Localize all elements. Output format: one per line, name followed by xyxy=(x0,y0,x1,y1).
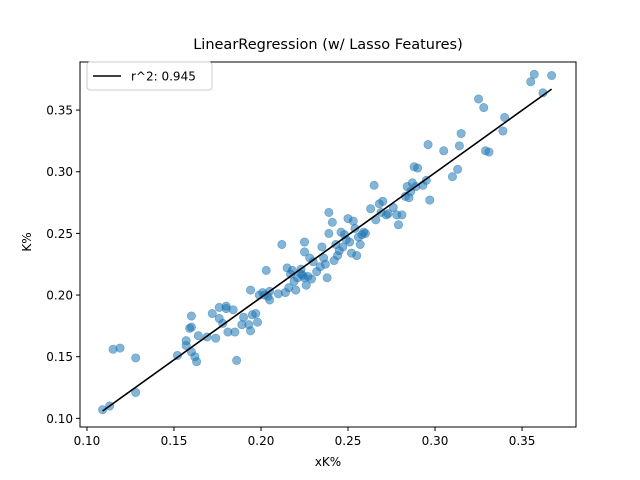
scatter-point xyxy=(207,309,217,319)
scatter-point xyxy=(251,309,261,319)
scatter-point xyxy=(324,228,334,238)
scatter-point xyxy=(277,240,287,250)
scatter-point xyxy=(324,207,334,217)
scatter-point xyxy=(425,195,435,205)
y-tick-label: 0.25 xyxy=(46,227,73,241)
scatter-point xyxy=(253,317,263,327)
scatter-point xyxy=(291,285,301,295)
y-tick-label: 0.10 xyxy=(46,412,73,426)
y-tick-label: 0.15 xyxy=(46,350,73,364)
chart-title: LinearRegression (w/ Lasso Features) xyxy=(193,37,463,53)
scatter-point xyxy=(352,251,362,261)
scatter-point xyxy=(526,77,536,87)
scatter-point xyxy=(447,172,457,182)
regression-line xyxy=(102,88,553,412)
scatter-point xyxy=(306,274,316,284)
scatter-point xyxy=(246,326,256,336)
x-tick-label: 0.30 xyxy=(422,434,449,448)
scatter-point xyxy=(265,295,275,305)
scatter-point xyxy=(261,265,271,275)
scatter-point xyxy=(484,147,494,157)
scatter-point xyxy=(454,141,464,151)
x-tick-label: 0.20 xyxy=(248,434,275,448)
scatter-point xyxy=(239,312,249,322)
axes-frame xyxy=(79,61,577,428)
scatter-point xyxy=(301,280,311,290)
scatter-point xyxy=(479,103,489,113)
scatter-point xyxy=(327,217,337,227)
scatter-point xyxy=(246,285,256,295)
scatter-point xyxy=(320,259,330,269)
scatter-point xyxy=(350,223,360,233)
scatter-point xyxy=(131,353,141,363)
scatter-point xyxy=(360,228,370,238)
scatter-point xyxy=(300,237,310,247)
scatter-point xyxy=(172,350,182,360)
scatter-point xyxy=(498,126,508,136)
scatter-point xyxy=(423,140,433,150)
scatter-point xyxy=(500,112,510,122)
scatter-point xyxy=(393,220,403,230)
x-tick-label: 0.35 xyxy=(509,434,536,448)
y-tick-label: 0.35 xyxy=(46,104,73,118)
x-tick-label: 0.10 xyxy=(74,434,101,448)
scatter-point xyxy=(317,242,327,252)
legend: r^2: 0.945 xyxy=(86,61,213,91)
scatter-point xyxy=(345,237,355,247)
scatter-point xyxy=(181,336,191,346)
scatter-point xyxy=(98,405,108,415)
scatter-point xyxy=(453,164,463,174)
y-axis-label: K% xyxy=(20,232,34,251)
scatter-point xyxy=(547,71,557,81)
scatter-point xyxy=(348,216,358,226)
y-tick-label: 0.30 xyxy=(46,165,73,179)
y-tick-label: 0.20 xyxy=(46,289,73,303)
scatter-point xyxy=(355,240,365,250)
scatter-point xyxy=(369,180,379,190)
legend-label: r^2: 0.945 xyxy=(131,70,196,84)
scatter-point xyxy=(300,247,310,257)
scatter-point xyxy=(186,311,196,321)
plot-area: 0.10 0.15 0.20 0.25 0.30 0.35 0.10 0.15 0.20 0.25… xyxy=(46,61,577,448)
scatter-point xyxy=(456,129,466,139)
x-tick-label: 0.25 xyxy=(335,434,362,448)
scatter-point xyxy=(192,357,202,367)
scatter-point xyxy=(439,146,449,156)
scatter-point xyxy=(232,355,242,365)
scatter-point xyxy=(366,204,376,214)
scatter-point xyxy=(529,69,539,79)
scatter-point xyxy=(186,322,196,332)
scatter-point xyxy=(322,273,332,283)
scatter-point xyxy=(211,333,221,343)
scatter-point xyxy=(413,163,423,173)
scatter-point xyxy=(115,343,125,353)
scatter-point xyxy=(308,257,318,267)
scatter-point xyxy=(397,210,407,220)
scatter-point xyxy=(228,305,238,315)
scatter-point xyxy=(378,196,388,206)
scatter-point xyxy=(131,387,141,397)
legend-box xyxy=(86,61,213,91)
x-axis-label: xK% xyxy=(315,455,341,469)
x-tick-label: 0.15 xyxy=(161,434,188,448)
scatter-point xyxy=(383,209,393,219)
scatter-point xyxy=(338,242,348,252)
scatter-point xyxy=(193,331,203,341)
scatter-point xyxy=(474,94,484,104)
scatter-point xyxy=(230,327,240,337)
